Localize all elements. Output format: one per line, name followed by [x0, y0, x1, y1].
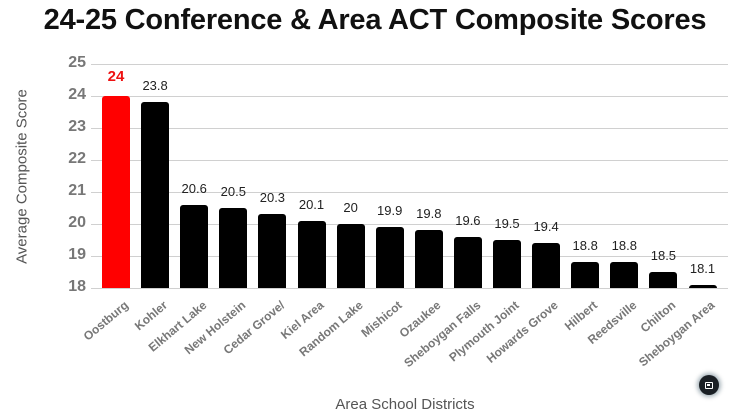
gridline: [91, 160, 728, 161]
y-tick-label: 25: [68, 54, 86, 71]
bar-oostburg: [102, 96, 130, 288]
x-tick-label: Howards Grove: [484, 298, 562, 366]
chart-title: 24-25 Conference & Area ACT Composite Sc…: [43, 4, 707, 36]
data-label: 20.6: [181, 180, 207, 196]
bar-ozaukee: [414, 230, 443, 288]
gridline: [91, 96, 728, 97]
y-tick-label: 18: [68, 278, 86, 295]
y-tick-label: 21: [68, 182, 86, 199]
data-label: 18.8: [611, 238, 637, 254]
data-label: 19.9: [377, 203, 403, 219]
bar-plymouth-joint: [493, 240, 521, 288]
data-label: 20.3: [259, 190, 286, 206]
data-label: 19.8: [416, 206, 442, 222]
gridline: [91, 192, 728, 193]
bar-hilbert: [571, 262, 600, 288]
data-label: 19.6: [455, 212, 481, 228]
x-tick-label: Oostburg: [80, 298, 131, 344]
data-label: 20: [343, 200, 358, 215]
bar-kiel-area: [297, 220, 326, 288]
data-label: 20.1: [298, 196, 325, 212]
data-label: 24: [107, 68, 125, 85]
bar-chilton: [649, 272, 678, 288]
x-axis-label: Area School Districts: [335, 396, 475, 413]
data-label: 23.8: [142, 78, 168, 94]
y-tick-label: 19: [68, 246, 86, 263]
data-label: 20.5: [220, 184, 246, 199]
data-label: 18.8: [572, 238, 598, 254]
y-tick-label: 24: [68, 86, 86, 103]
expand-icon: [705, 381, 713, 389]
bar-kohler: [141, 102, 170, 288]
data-label: 19.5: [494, 216, 520, 231]
bar-random-lake: [336, 224, 365, 288]
bar-sheboygan-falls: [453, 236, 482, 288]
y-tick-label: 22: [68, 150, 86, 167]
gridline: [91, 256, 728, 257]
bar-cedar-grove: [258, 214, 287, 288]
bar-elkhart-lake: [180, 204, 209, 288]
gridline: [91, 64, 728, 65]
bar-mishicot: [375, 227, 404, 288]
x-tick-label: Mishicot: [358, 298, 405, 341]
fullscreen-button[interactable]: [699, 375, 719, 395]
bar-reedsville: [610, 262, 639, 288]
data-label: 19.4: [533, 219, 559, 235]
gridline: [91, 288, 728, 289]
y-tick-label: 20: [68, 214, 86, 231]
bar-new-holstein: [219, 208, 248, 288]
y-tick-label: 23: [68, 118, 86, 135]
data-label: 18.1: [689, 260, 716, 276]
gridline: [91, 224, 728, 225]
gridline: [91, 128, 728, 129]
bar-howards-grove: [532, 243, 561, 288]
bar-sheboygan-area: [688, 284, 717, 288]
data-label: 18.5: [650, 248, 677, 263]
